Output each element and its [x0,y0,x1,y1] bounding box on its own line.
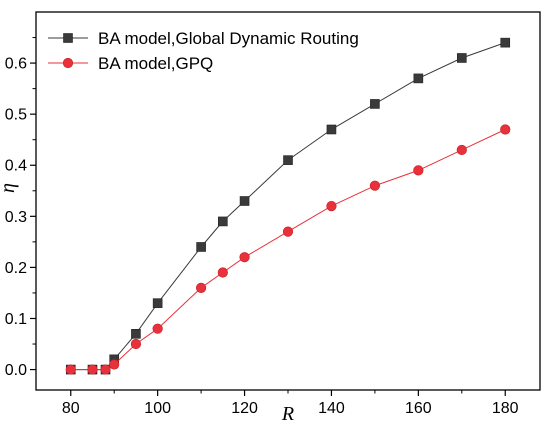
series-line [70,42,506,371]
data-point [131,329,141,339]
data-point [413,165,424,176]
y-tick-label: 0.5 [5,107,27,124]
x-tick-label: 160 [405,400,432,417]
x-tick-label: 80 [62,400,80,417]
x-tick-label: 120 [231,400,258,417]
data-point [413,73,424,84]
data-point [87,364,98,375]
data-point [109,359,120,370]
data-point [456,53,467,63]
legend-marker [62,57,74,69]
data-point [326,201,337,212]
data-point [239,196,250,206]
data-point [456,144,467,156]
data-point [500,124,511,135]
x-axis-label: R [281,403,294,425]
data-point [152,323,163,334]
y-tick-label: 0.1 [5,311,27,328]
y-tick-label: 0.6 [5,56,27,73]
data-point [239,252,250,263]
data-point [196,282,207,293]
y-axis-label: η [0,183,19,193]
data-point [130,338,142,350]
series-1 [65,37,511,375]
legend-label: BA model,GPQ [98,54,213,73]
series-layer [65,37,511,375]
series-2 [65,124,511,375]
y-tick-label: 0.0 [5,362,27,379]
data-point [282,226,294,237]
data-point [369,180,380,191]
y-tick-label: 0.4 [5,158,27,175]
data-point [152,298,163,308]
axes: 80 100 120 140 160 180 0.0 0.1 0.2 0.3 0.4 0.5 0.6 [5,37,519,417]
data-point [65,364,76,375]
x-tick-label: 100 [144,400,171,417]
legend-item: BA model,Global Dynamic Routing [48,29,359,48]
data-point [217,267,228,278]
data-point [500,37,511,48]
data-point [218,216,228,227]
data-point [370,99,380,109]
data-point [100,364,111,375]
data-point [326,124,337,135]
legend: BA model,Global Dynamic Routing BA model,… [48,29,359,73]
legend-item: BA model,GPQ [48,54,213,73]
legend-marker [63,33,73,43]
legend-label: BA model,Global Dynamic Routing [98,29,359,48]
x-tick-label: 180 [492,400,519,417]
data-point [196,242,206,252]
data-point [283,155,293,165]
y-tick-label: 0.2 [5,260,27,277]
y-tick-label: 0.3 [5,209,27,226]
x-tick-label: 140 [318,400,345,417]
